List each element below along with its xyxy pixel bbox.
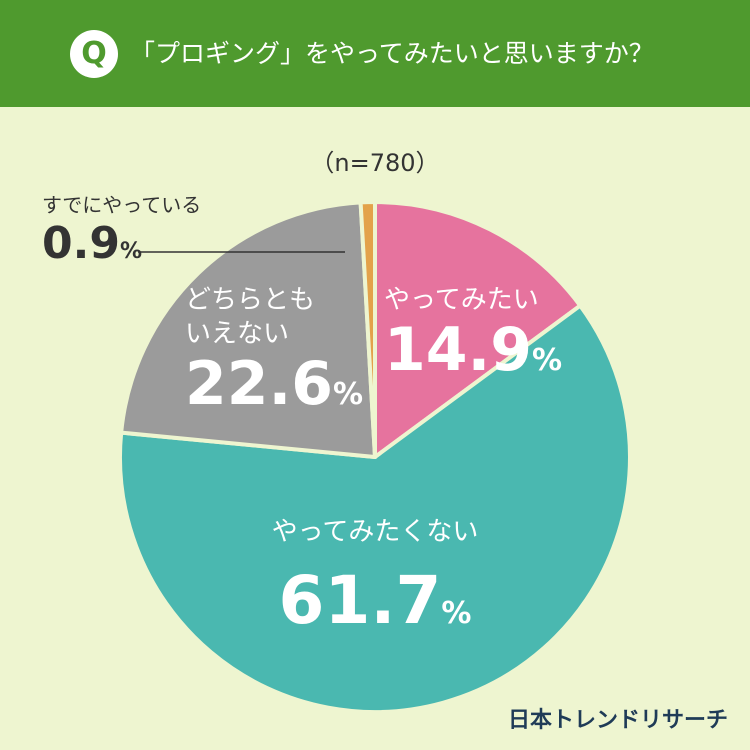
sample-size: （n=780）: [310, 149, 440, 177]
slice-want-to-try: [373, 200, 583, 459]
label-do-not-want: やってみたくない 61.7%: [255, 515, 495, 652]
slice-name-do-not-want: やってみたくない: [271, 517, 479, 547]
question-badge: Q: [70, 30, 118, 78]
slice-value-neither: 22.6%: [185, 349, 364, 419]
slice-value-want-to-try: 14.9%: [384, 315, 563, 385]
label-neither: どちらとも いえない 22.6%: [185, 283, 363, 428]
slice-name-already-doing: すでにやっている: [42, 193, 202, 217]
slice-value-do-not-want: 61.7%: [278, 562, 472, 639]
label-already-doing: すでにやっている 0.9%: [42, 192, 201, 278]
slice-name-want-to-try: やってみたい: [384, 285, 539, 315]
slice-neither: [119, 200, 377, 459]
brand-logo: 日本トレンドリサーチ: [507, 708, 728, 733]
question-text: 「プロギング」をやってみたいと思いますか？: [130, 39, 654, 68]
slice-already-doing: [358, 200, 377, 459]
label-want-to-try: やってみたい 14.9%: [384, 283, 562, 394]
slice-name-neither: どちらとも いえない: [185, 285, 316, 349]
slice-do-not-want: [118, 303, 632, 714]
slice-value-already-doing: 0.9%: [42, 218, 142, 269]
header-bar: Q 「プロギング」をやってみたいと思いますか？: [0, 0, 750, 107]
